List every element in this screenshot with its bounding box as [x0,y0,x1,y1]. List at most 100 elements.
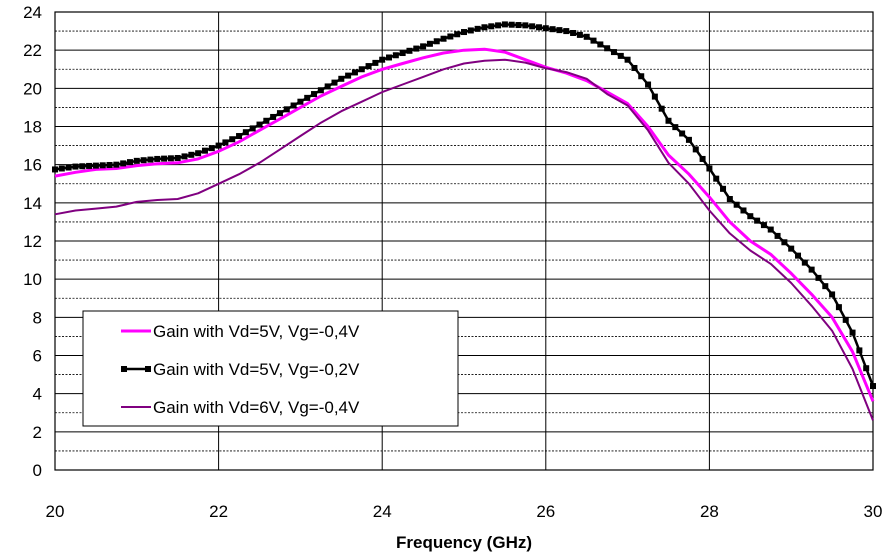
series-marker [188,151,195,158]
series-marker [99,162,106,169]
series-marker [665,117,672,124]
series-marker [692,146,699,153]
series-marker [317,87,324,94]
y-tick-label: 14 [23,194,42,213]
series-marker [236,133,243,140]
series-marker [679,130,686,137]
series-marker [358,66,365,73]
y-tick-label: 18 [23,118,42,137]
series-marker [733,201,740,208]
series-marker [522,22,529,29]
series-marker [440,35,447,42]
series-marker [863,365,870,372]
series-marker [576,31,583,38]
series-marker [610,49,617,56]
series-marker [624,56,631,63]
y-tick-label: 4 [33,385,42,404]
legend-label-1: Gain with Vd=5V, Vg=-0,4V [153,322,360,341]
series-marker [597,41,604,48]
series-marker [195,150,202,157]
series-marker [645,81,652,88]
series-marker [740,207,747,214]
series-marker [420,43,427,50]
series-marker [699,155,706,162]
series-marker [501,21,508,28]
series-marker [222,139,229,146]
y-tick-label: 0 [33,461,42,480]
series-marker [583,33,590,40]
series-marker [351,69,358,76]
series-marker [256,121,263,128]
series-marker [529,23,536,30]
series-marker [604,45,611,52]
series-marker [311,91,318,98]
series-marker [58,165,65,172]
legend-marker [145,366,151,372]
series-marker [556,27,563,34]
series-marker [842,316,849,323]
series-marker [495,22,502,29]
series-marker [229,136,236,143]
series-marker [713,175,720,182]
series-marker [181,153,188,160]
series-marker [856,347,863,354]
series-marker [392,52,399,59]
series-marker [72,163,79,170]
series-marker [379,56,386,63]
series-marker [570,29,577,36]
series-marker [774,232,781,239]
series-marker [447,33,454,40]
series-marker [835,304,842,311]
series-marker [508,21,515,28]
series-marker [767,226,774,233]
series-marker [283,106,290,113]
series-marker [215,142,222,149]
series-marker [52,166,58,173]
series-marker [92,162,99,169]
series-marker [399,50,406,57]
series-marker [788,245,795,252]
series-marker [849,329,856,336]
series-marker [426,40,433,47]
series-marker [754,217,761,224]
series-marker [720,185,727,192]
series-marker [815,274,822,281]
series-marker [133,157,140,164]
series-marker [290,102,297,109]
series-marker [706,165,713,172]
series-line-1 [54,47,875,402]
series-marker [474,25,481,32]
x-tick-label: 20 [46,502,65,521]
series-marker [433,38,440,45]
series-marker [372,59,379,66]
series-marker [467,27,474,34]
series-marker [79,163,86,170]
series-marker [726,196,733,203]
series-marker [413,45,420,52]
series-marker [147,156,154,163]
series-marker [454,31,461,38]
series-marker [651,93,658,100]
series-marker [297,98,304,105]
series-marker [685,136,692,143]
series-marker [549,26,556,33]
series-marker [801,259,808,266]
series-marker [481,24,488,31]
series-marker [365,63,372,70]
series-marker [126,159,133,166]
y-tick-label: 16 [23,156,42,175]
series-marker [113,161,120,168]
y-tick-label: 12 [23,232,42,251]
series-marker [338,75,345,82]
series-marker [781,239,788,246]
series-marker [808,266,815,273]
series-marker [174,154,181,161]
series-marker [249,125,256,132]
series-marker [658,105,665,112]
series-marker [270,113,277,120]
y-tick-label: 2 [33,423,42,442]
series-marker [590,37,597,44]
series-marker [542,25,549,32]
y-tick-label: 8 [33,308,42,327]
series-marker [461,29,467,36]
